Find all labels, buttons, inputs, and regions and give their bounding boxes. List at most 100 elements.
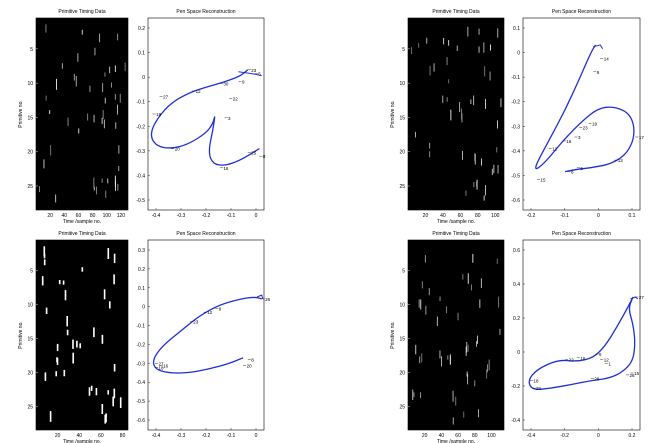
pen-point-label: 23 bbox=[583, 125, 589, 130]
pen-point-label: 23 bbox=[251, 68, 257, 73]
timing-spike bbox=[113, 253, 116, 264]
timing-spike bbox=[467, 26, 469, 37]
timing-spike bbox=[443, 37, 445, 45]
pen-xtick-label: -0.2 bbox=[202, 213, 211, 219]
pen-ytick-label: -0.4 bbox=[511, 149, 520, 155]
timing-spike bbox=[93, 177, 95, 188]
pen-xtick-label: -0.3 bbox=[177, 213, 186, 219]
timing-spike bbox=[113, 274, 115, 285]
pen-point-label: 22 bbox=[233, 97, 239, 102]
pen-ytick-label: -0.5 bbox=[136, 198, 145, 204]
timing-xtick-label: 60 bbox=[76, 213, 82, 219]
timing-spike bbox=[473, 182, 475, 188]
timing-xtick-label: 100 bbox=[491, 213, 500, 219]
pen-ytick-label: -0.2 bbox=[511, 100, 520, 106]
pen-point-label: 16 bbox=[566, 139, 572, 144]
timing-spike bbox=[101, 117, 103, 125]
pen-ytick-label: 0.4 bbox=[513, 282, 520, 288]
timing-spike bbox=[102, 110, 104, 119]
timing-spike bbox=[461, 108, 462, 120]
pen-ytick-label: -0.3 bbox=[511, 124, 520, 130]
pen-ytick-label: -0.3 bbox=[136, 149, 145, 155]
pen-point-label: 22 bbox=[569, 358, 575, 363]
timing-spike bbox=[77, 53, 79, 62]
timing-spike bbox=[67, 117, 69, 126]
timing-spike bbox=[486, 369, 488, 379]
timing-spike bbox=[429, 65, 431, 76]
pen-point-label: 25 bbox=[251, 150, 257, 155]
timing-spike bbox=[415, 344, 417, 355]
timing-spike bbox=[114, 65, 116, 72]
pen-ytick-label: -0.5 bbox=[136, 399, 145, 405]
pen-point-label: 3 bbox=[228, 116, 231, 121]
timing-spike bbox=[413, 392, 415, 398]
timing-spike bbox=[109, 301, 111, 309]
timing-xlabel: Time /sample no. bbox=[437, 439, 475, 443]
pen-xtick-label: 0 bbox=[597, 433, 600, 439]
timing-spike bbox=[95, 388, 98, 396]
pen-axes bbox=[522, 239, 641, 431]
timing-xtick-label: 40 bbox=[439, 433, 445, 439]
timing-spike bbox=[471, 284, 472, 291]
pen-point-label: 27 bbox=[163, 95, 169, 100]
timing-spike bbox=[93, 186, 95, 191]
timing-xtick-label: 40 bbox=[440, 213, 446, 219]
timing-spike bbox=[114, 175, 116, 187]
timing-spike bbox=[497, 28, 499, 38]
timing-spike bbox=[103, 289, 106, 300]
timing-spike bbox=[104, 414, 106, 424]
timing-spike bbox=[78, 128, 80, 134]
timing-ytick-label: 5 bbox=[402, 269, 405, 275]
timing-spike bbox=[429, 142, 431, 149]
pen-ytick-label: -0.2 bbox=[136, 342, 145, 348]
pen-point-label: 18 bbox=[534, 379, 540, 384]
timing-spike bbox=[426, 37, 428, 44]
timing-spike bbox=[478, 28, 480, 35]
pen-trajectory-tail bbox=[238, 71, 262, 77]
pen-ytick-label: 0.1 bbox=[138, 51, 145, 57]
pen-ytick-label: -0.3 bbox=[136, 361, 145, 367]
pen-xtick-label: -0.2 bbox=[560, 433, 569, 439]
pen-xtick-label: -0.3 bbox=[177, 433, 186, 439]
timing-xtick-label: 20 bbox=[423, 213, 429, 219]
pen-ytick-label: -0.1 bbox=[136, 324, 145, 330]
timing-spike bbox=[105, 190, 107, 198]
timing-spike bbox=[411, 47, 412, 54]
timing-spike bbox=[117, 104, 118, 115]
timing-spike bbox=[75, 75, 77, 87]
timing-spike bbox=[115, 122, 117, 129]
timing-xtick-label: 40 bbox=[62, 213, 68, 219]
pen-xtick-label: 0.2 bbox=[629, 433, 636, 439]
timing-spike bbox=[72, 352, 74, 364]
timing-spike bbox=[418, 299, 420, 308]
timing-xtick-label: 40 bbox=[77, 433, 83, 439]
timing-ytick-label: 15 bbox=[399, 115, 405, 121]
timing-spike bbox=[496, 258, 498, 264]
timing-spike bbox=[497, 165, 499, 174]
timing-spike bbox=[484, 66, 486, 77]
timing-spike bbox=[39, 186, 40, 193]
timing-spike bbox=[465, 190, 467, 196]
timing-spike bbox=[90, 385, 93, 391]
pen-xtick-label: 0.1 bbox=[629, 213, 636, 219]
pen-point-label: 23 bbox=[193, 320, 199, 325]
pen-point-label: 29 bbox=[536, 386, 542, 391]
timing-spike bbox=[113, 364, 116, 372]
pen-ytick-label: -0.4 bbox=[136, 380, 145, 386]
pen-ytick-label: 0.1 bbox=[138, 286, 145, 292]
timing-spike bbox=[109, 66, 111, 74]
timing-xtick-label: 80 bbox=[472, 433, 478, 439]
pen-point-label: 19 bbox=[592, 122, 598, 127]
timing-spike bbox=[473, 95, 475, 106]
timing-spike bbox=[101, 334, 104, 344]
timing-spike bbox=[485, 98, 486, 109]
pen-point-label: 27 bbox=[158, 362, 164, 367]
timing-ytick-label: 15 bbox=[399, 336, 405, 342]
timing-spike bbox=[418, 43, 420, 48]
timing-spike bbox=[45, 307, 48, 314]
pen-xtick-label: -0.2 bbox=[202, 433, 211, 439]
timing-spike bbox=[104, 72, 106, 77]
pen-point-label: 27 bbox=[639, 295, 645, 300]
